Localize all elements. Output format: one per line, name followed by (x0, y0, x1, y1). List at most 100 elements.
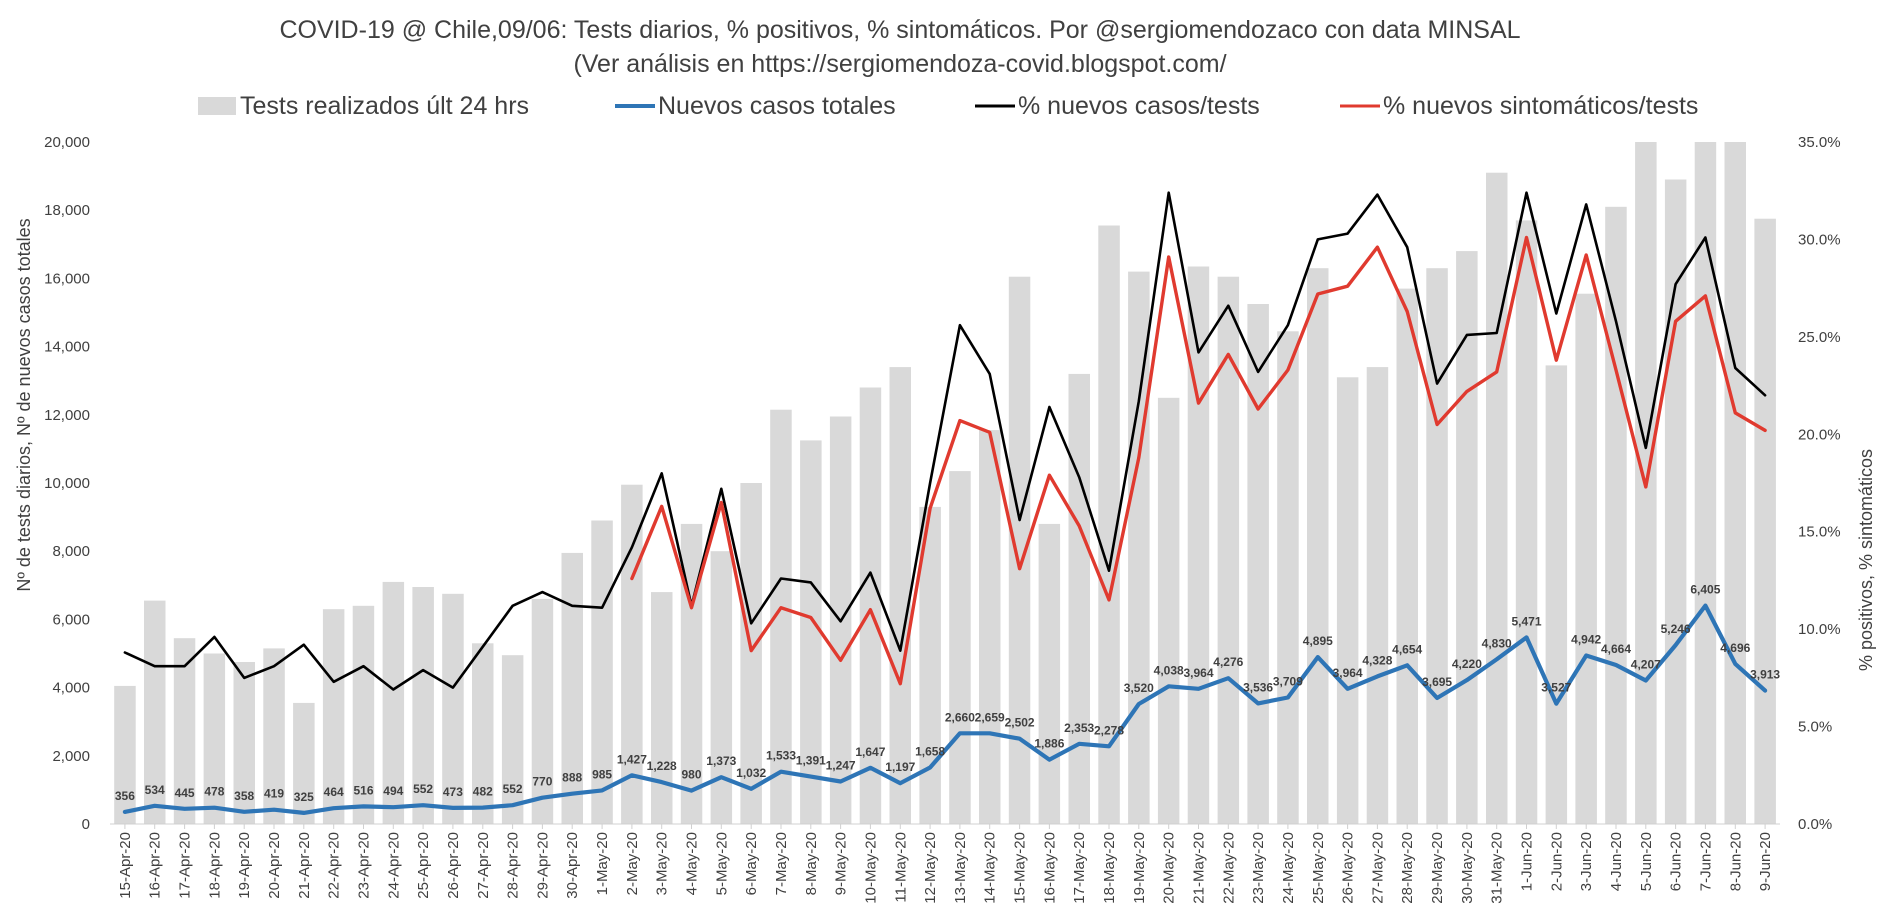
x-tick-label: 28-Apr-20 (505, 832, 522, 899)
tests-bar (1128, 271, 1150, 825)
y-tick-label: 4,000 (52, 680, 90, 697)
x-tick-label: 6-Jun-20 (1668, 832, 1685, 891)
x-tick-label: 5-Jun-20 (1638, 832, 1655, 891)
case-data-label: 464 (324, 785, 344, 799)
case-data-label: 770 (532, 775, 552, 789)
x-tick-label: 21-May-20 (1191, 832, 1208, 904)
case-data-label: 4,207 (1631, 658, 1661, 672)
case-data-label: 4,654 (1392, 642, 1422, 656)
legend-swatch-tests (198, 97, 236, 115)
case-data-label: 3,964 (1183, 666, 1213, 680)
y2-tick-label: 15.0% (1798, 524, 1841, 541)
tests-bar (1456, 251, 1478, 825)
tests-bar (1157, 397, 1180, 825)
case-data-label: 1,886 (1034, 737, 1064, 751)
tests-bar (1396, 288, 1418, 825)
tests-bar (352, 605, 375, 824)
tests-bar (621, 484, 643, 824)
case-data-label: 1,197 (885, 760, 915, 774)
case-data-label: 3,527 (1541, 681, 1571, 695)
case-data-label: 494 (383, 784, 403, 798)
x-tick-label: 3-May-20 (654, 832, 671, 895)
tests-bar (1575, 293, 1597, 824)
x-tick-label: 7-May-20 (773, 832, 790, 895)
tests-bar (1277, 331, 1299, 824)
tests-bar (293, 702, 315, 824)
x-tick-label: 30-May-20 (1459, 832, 1476, 904)
case-data-label: 1,427 (617, 752, 647, 766)
case-data-label: 2,659 (975, 710, 1005, 724)
x-tick-label: 15-Apr-20 (117, 832, 134, 899)
case-data-label: 3,709 (1273, 675, 1303, 689)
case-data-label: 4,038 (1154, 663, 1184, 677)
case-data-label: 4,942 (1571, 633, 1601, 647)
x-tick-label: 20-Apr-20 (266, 832, 283, 899)
y2-axis-title: % positivos, % sintomáticos (1856, 449, 1876, 671)
x-tick-label: 15-May-20 (1012, 832, 1029, 904)
case-data-label: 888 (562, 771, 582, 785)
case-data-label: 1,658 (915, 745, 945, 759)
y-axis-title: Nº de tests diarios, Nº de nuevos casos … (14, 218, 34, 591)
x-tick-label: 11-May-20 (892, 832, 909, 903)
tests-bar (1008, 276, 1031, 824)
tests-bar (1754, 218, 1776, 824)
x-tick-label: 27-May-20 (1369, 832, 1386, 904)
y-tick-label: 6,000 (52, 611, 90, 628)
case-data-label: 1,373 (706, 754, 736, 768)
x-tick-label: 22-May-20 (1220, 832, 1237, 904)
tests-bar (442, 593, 464, 824)
tests-bar (1247, 304, 1269, 824)
case-data-label: 6,405 (1690, 583, 1720, 597)
case-data-label: 4,220 (1452, 657, 1482, 671)
x-tick-label: 2-Jun-20 (1548, 832, 1565, 891)
y-tick-label: 20,000 (44, 134, 90, 151)
y-tick-label: 18,000 (44, 202, 90, 219)
tests-bar (1187, 266, 1210, 824)
x-tick-label: 4-Jun-20 (1608, 832, 1625, 891)
tests-bar (859, 387, 882, 824)
case-data-label: 3,913 (1750, 668, 1780, 682)
case-data-label: 1,228 (647, 759, 677, 773)
tests-bar (203, 653, 226, 824)
case-data-label: 2,660 (945, 710, 975, 724)
y2-tick-label: 5.0% (1798, 719, 1832, 736)
x-tick-label: 7-Jun-20 (1697, 832, 1714, 891)
case-data-label: 478 (204, 785, 224, 799)
tests-bar (561, 552, 583, 824)
tests-bar (114, 685, 136, 824)
tests-bar (1336, 377, 1359, 824)
case-data-label: 3,964 (1333, 666, 1363, 680)
case-data-label: 4,664 (1601, 642, 1631, 656)
tests-bar (1605, 206, 1627, 825)
y-tick-label: 16,000 (44, 270, 90, 287)
tests-bar (1217, 276, 1240, 824)
tests-bar (1068, 373, 1090, 824)
case-data-label: 482 (473, 785, 493, 799)
case-data-label: 3,520 (1124, 681, 1154, 695)
x-tick-label: 19-May-20 (1131, 832, 1148, 904)
y-tick-label: 14,000 (44, 339, 90, 356)
tests-bar (322, 609, 345, 824)
tests-bar (1038, 523, 1061, 824)
x-tick-label: 18-May-20 (1101, 832, 1118, 904)
x-tick-label: 8-May-20 (803, 832, 820, 895)
case-data-label: 3,695 (1422, 675, 1452, 689)
pct-cases-line (123, 191, 1767, 691)
y2-tick-label: 20.0% (1798, 426, 1841, 443)
y-tick-label: 10,000 (44, 475, 90, 492)
case-data-label: 473 (443, 785, 463, 799)
tests-bar (710, 551, 733, 824)
case-data-label: 1,533 (766, 749, 796, 763)
case-data-label: 3,536 (1243, 680, 1273, 694)
case-data-label: 980 (681, 768, 701, 782)
y2-tick-label: 10.0% (1798, 621, 1841, 638)
y2-tick-label: 25.0% (1798, 329, 1841, 346)
y-tick-label: 12,000 (44, 407, 90, 424)
tests-bar (1664, 179, 1687, 824)
x-tick-label: 19-Apr-20 (236, 832, 253, 899)
x-tick-label: 30-Apr-20 (564, 832, 581, 899)
tests-bar (1366, 367, 1389, 824)
case-data-label: 4,895 (1303, 634, 1333, 648)
